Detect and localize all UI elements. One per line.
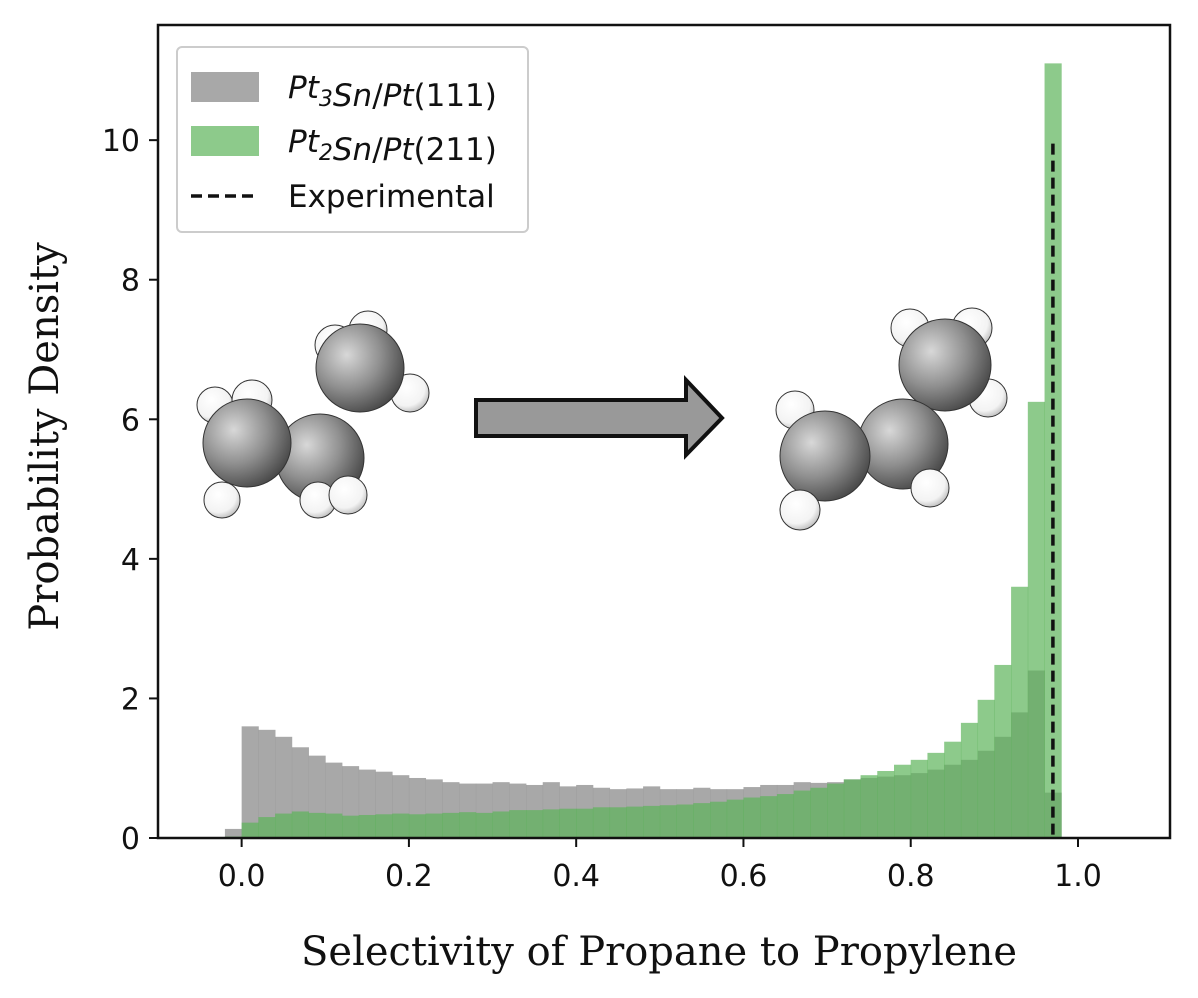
bar [392,813,410,838]
bar [241,726,259,838]
bar [1011,586,1029,838]
bar [994,664,1012,838]
bar [659,805,677,838]
bar [224,828,243,838]
bar [944,741,962,838]
bar [542,809,560,838]
bar [375,814,393,838]
legend-swatch [191,126,259,156]
y-tick-label: 6 [121,403,140,438]
bar [776,794,795,838]
bar [860,775,878,838]
x-tick-label: 0.6 [720,859,768,894]
bar [258,729,276,838]
y-tick-label: 0 [121,822,140,857]
x-tick-label: 0.0 [218,859,266,894]
bar [810,787,828,838]
legend-entry-label: Experimental [288,179,495,215]
plot-frame [156,23,1172,840]
legend-box [176,46,529,233]
bar [459,812,477,838]
bar [325,813,343,838]
propane-molecule-icon [196,310,430,519]
bar [676,804,694,838]
histogram-bars [224,63,1062,838]
x-tick-label: 0.8 [887,859,935,894]
bar [743,797,761,838]
bar [726,799,744,838]
bar [275,736,293,838]
bar [793,790,811,838]
y-tick-label: 8 [121,264,140,299]
y-tick-label: 10 [102,124,140,159]
bar [509,810,527,838]
bar [241,822,259,838]
y-axis-label: Probability Density [22,242,68,631]
bar [609,807,627,838]
bar [877,771,895,838]
bar [710,801,728,838]
x-axis-label: Selectivity of Propane to Propylene [301,929,1017,975]
bar [643,805,661,838]
x-tick-label: 0.2 [385,859,433,894]
bar [927,752,945,838]
bar [475,812,493,838]
bar [894,764,912,838]
y-tick-label: 4 [121,543,140,578]
bar [559,808,577,838]
x-tick-label: 0.4 [552,859,600,894]
legend-entry-label: Pt2Sn/Pt(211) [288,124,497,168]
bar [626,806,644,838]
bar [1027,401,1045,838]
bar [576,808,594,838]
bar [442,812,460,838]
series-2-bars [224,63,1062,838]
x-tick-label: 1.0 [1054,859,1102,894]
legend: Pt3Sn/Pt(111) Pt2Sn/Pt(211) Experimental [176,46,529,233]
bar [977,699,995,838]
propylene-molecule-icon [775,307,1008,531]
bar [910,759,928,838]
bar [526,810,544,838]
right-arrow-icon [474,374,725,460]
axes: 0.0 0.2 0.4 0.6 0.8 1.0 0 2 4 6 8 10 Selectivity of … [22,23,1172,975]
bar [342,815,360,838]
bar [308,812,326,838]
bar [843,779,861,838]
bar [592,807,611,838]
bar [425,813,443,838]
bar [492,811,510,838]
bar [291,811,309,838]
bar [408,814,427,838]
bar [275,813,293,838]
legend-swatch [191,72,259,102]
bar [358,814,376,838]
legend-entry-label: Pt3Sn/Pt(111) [288,70,497,114]
bar [693,803,711,838]
bar [960,722,979,838]
bar [258,817,276,838]
bar [827,783,845,838]
bar [760,796,778,838]
y-tick-label: 2 [121,682,140,717]
